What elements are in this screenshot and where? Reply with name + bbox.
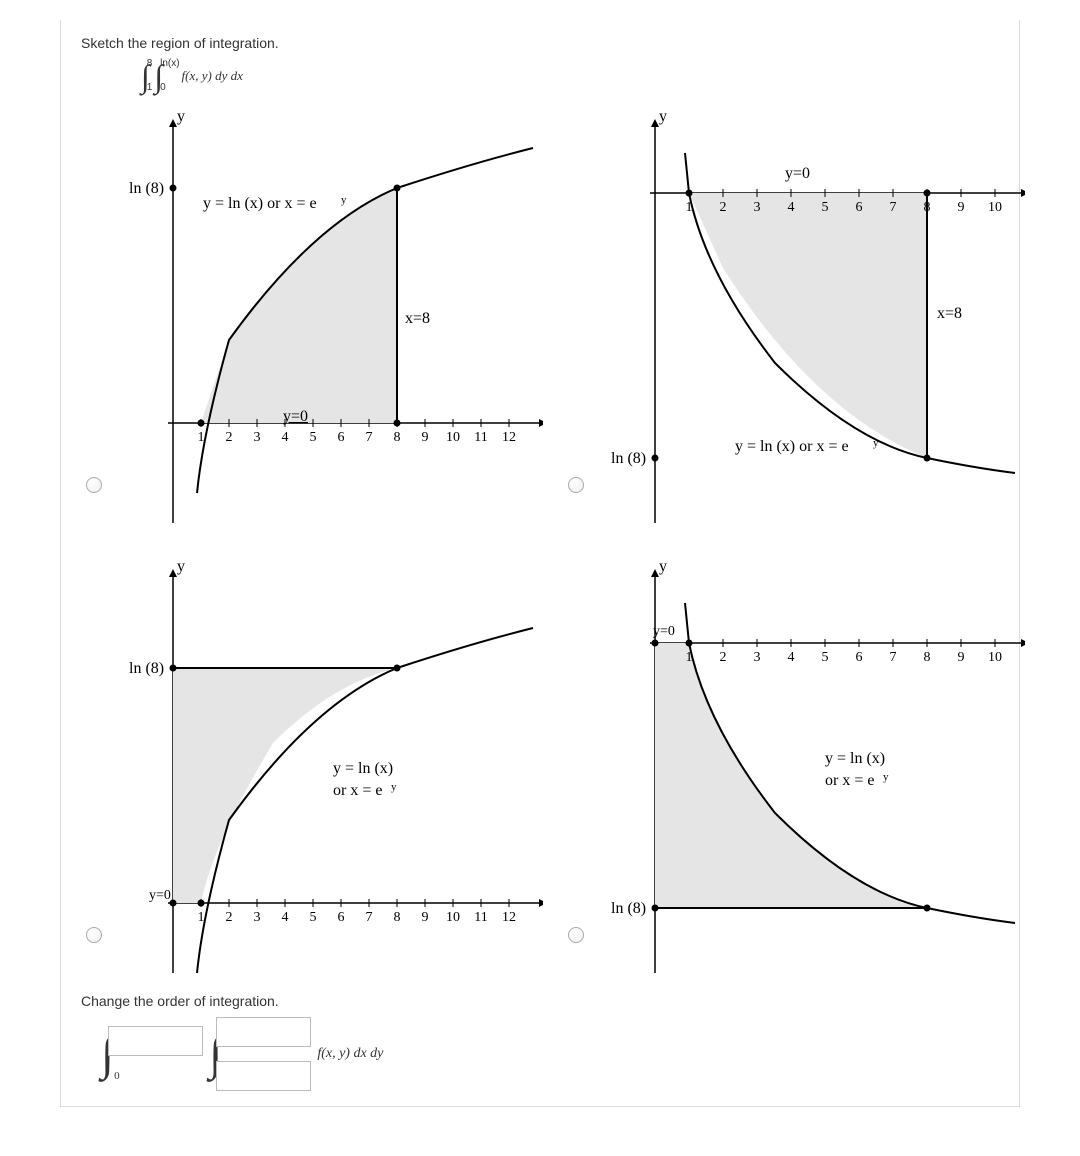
change-integrand: f(x, y) dx dy (317, 1046, 383, 1062)
svg-text:ln (8): ln (8) (611, 900, 646, 917)
inner-integral-symbol: ∫ (154, 60, 163, 92)
svg-text:6: 6 (338, 430, 345, 445)
svg-text:2: 2 (720, 200, 727, 215)
svg-text:y: y (177, 558, 185, 575)
svg-text:y=0: y=0 (283, 408, 308, 425)
svg-text:5: 5 (822, 650, 829, 665)
svg-text:y=0: y=0 (653, 624, 675, 639)
svg-text:y=0: y=0 (785, 165, 810, 182)
svg-text:3: 3 (254, 910, 261, 925)
svg-text:7: 7 (366, 910, 373, 925)
graph-options-grid: y x 123456789101112 ln (8) y = ln (x) o (81, 103, 999, 973)
svg-text:2: 2 (226, 430, 233, 445)
svg-text:4: 4 (788, 650, 795, 665)
svg-text:5: 5 (310, 910, 317, 925)
svg-text:7: 7 (890, 200, 897, 215)
svg-text:4: 4 (282, 430, 289, 445)
svg-text:10: 10 (988, 200, 1002, 215)
graph-d: y x 12345678910 ln (8) y=0 y = ln (x) or… (595, 553, 1025, 973)
option-a-radio[interactable] (86, 477, 102, 493)
svg-text:1: 1 (686, 650, 693, 665)
option-c: y x 123456789101112 ln (8) y=0 y = ln (x… (81, 553, 543, 973)
svg-text:y: y (873, 437, 879, 449)
change-order-section: Change the order of integration. ∫ 0 ∫ f… (81, 993, 999, 1091)
outer-lower-zero: 0 (108, 1070, 203, 1082)
svg-text:ln (8): ln (8) (129, 660, 164, 677)
svg-text:or x = e: or x = e (825, 772, 874, 789)
svg-text:9: 9 (422, 430, 429, 445)
option-b: y x 12345678910 ln (8) y=0 x=8 y = ln (x… (563, 103, 1025, 523)
inner-upper-input[interactable] (216, 1017, 311, 1047)
svg-text:6: 6 (856, 650, 863, 665)
svg-text:3: 3 (254, 430, 261, 445)
svg-text:3: 3 (754, 650, 761, 665)
svg-text:ln (8): ln (8) (129, 180, 164, 197)
graph-b: y x 12345678910 ln (8) y=0 x=8 y = ln (x… (595, 103, 1025, 523)
svg-text:y: y (659, 108, 667, 125)
graph-a: y x 123456789101112 ln (8) y = ln (x) o (113, 103, 543, 523)
svg-text:y = ln (x) or x = e: y = ln (x) or x = e (203, 195, 317, 212)
option-a: y x 123456789101112 ln (8) y = ln (x) o (81, 103, 543, 523)
svg-text:y = ln (x): y = ln (x) (825, 750, 885, 767)
svg-text:6: 6 (338, 910, 345, 925)
svg-text:1: 1 (686, 200, 693, 215)
integral-expression: ∫ 8 1 ∫ ln(x) 0 f(x, y) dy dx (81, 59, 999, 93)
svg-text:y = ln (x) or x = e: y = ln (x) or x = e (735, 438, 849, 455)
svg-text:4: 4 (282, 910, 289, 925)
svg-text:ln (8): ln (8) (611, 450, 646, 467)
option-d-radio[interactable] (568, 927, 584, 943)
change-integral-row: ∫ 0 ∫ f(x, y) dx dy (81, 1017, 999, 1091)
option-c-radio[interactable] (86, 927, 102, 943)
svg-text:9: 9 (958, 200, 965, 215)
svg-text:8: 8 (924, 200, 931, 215)
svg-text:1: 1 (198, 910, 205, 925)
svg-text:7: 7 (890, 650, 897, 665)
inner-lower-input[interactable] (216, 1061, 311, 1091)
svg-text:10: 10 (446, 910, 460, 925)
svg-text:11: 11 (474, 910, 487, 925)
svg-text:y = ln (x): y = ln (x) (333, 760, 393, 777)
option-d: y x 12345678910 ln (8) y=0 y = ln (x) or… (563, 553, 1025, 973)
svg-text:x=8: x=8 (405, 310, 430, 327)
svg-text:8: 8 (394, 430, 401, 445)
svg-text:x=8: x=8 (937, 305, 962, 322)
svg-text:y: y (391, 781, 397, 793)
svg-text:9: 9 (958, 650, 965, 665)
svg-text:12: 12 (502, 910, 516, 925)
svg-text:6: 6 (856, 200, 863, 215)
svg-text:3: 3 (754, 200, 761, 215)
change-order-prompt: Change the order of integration. (81, 993, 999, 1009)
svg-text:y: y (177, 108, 185, 125)
svg-text:y: y (341, 194, 347, 206)
svg-text:4: 4 (788, 200, 795, 215)
svg-text:12: 12 (502, 430, 516, 445)
option-b-radio[interactable] (568, 477, 584, 493)
graph-c: y x 123456789101112 ln (8) y=0 y = ln (x… (113, 553, 543, 973)
svg-text:2: 2 (226, 910, 233, 925)
prompt-text: Sketch the region of integration. (81, 35, 999, 51)
integrand: f(x, y) dy dx (182, 68, 243, 84)
svg-text:y: y (659, 558, 667, 575)
svg-text:8: 8 (394, 910, 401, 925)
svg-text:y: y (883, 771, 889, 783)
svg-text:1: 1 (198, 430, 205, 445)
svg-text:y=0: y=0 (149, 888, 171, 903)
svg-text:10: 10 (988, 650, 1002, 665)
svg-text:5: 5 (822, 200, 829, 215)
svg-text:5: 5 (310, 430, 317, 445)
outer-integral-symbol: ∫ (141, 60, 150, 92)
svg-text:2: 2 (720, 650, 727, 665)
svg-text:11: 11 (474, 430, 487, 445)
outer-upper-input[interactable] (108, 1026, 203, 1056)
svg-text:or x = e: or x = e (333, 782, 382, 799)
question-container: Sketch the region of integration. ∫ 8 1 … (60, 20, 1020, 1107)
svg-text:8: 8 (924, 650, 931, 665)
svg-text:7: 7 (366, 430, 373, 445)
svg-text:9: 9 (422, 910, 429, 925)
svg-text:10: 10 (446, 430, 460, 445)
